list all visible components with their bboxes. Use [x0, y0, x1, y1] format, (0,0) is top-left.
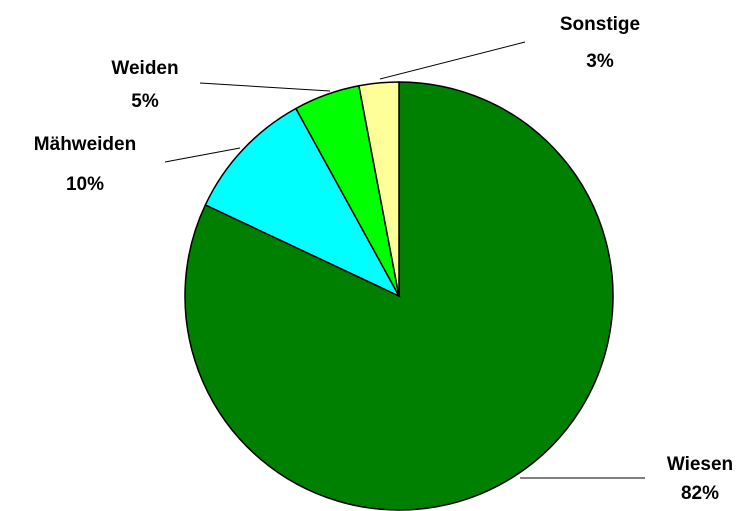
slice-label: Sonstige — [560, 14, 640, 35]
slice-label: Mähweiden — [34, 134, 136, 155]
pie-slice — [358, 81, 400, 297]
slice-value-label: 5% — [131, 91, 159, 112]
slice-value-label: 82% — [681, 483, 719, 504]
slice-label: Weiden — [111, 58, 178, 79]
slice-value-label: 3% — [586, 51, 614, 72]
pie-slice — [184, 81, 614, 511]
leader-line — [379, 41, 526, 80]
leader-line — [164, 147, 241, 163]
pie-slice — [204, 107, 401, 298]
slice-label: Wiesen — [667, 454, 733, 475]
leader-line — [199, 82, 331, 92]
slice-value-label: 10% — [66, 174, 104, 195]
